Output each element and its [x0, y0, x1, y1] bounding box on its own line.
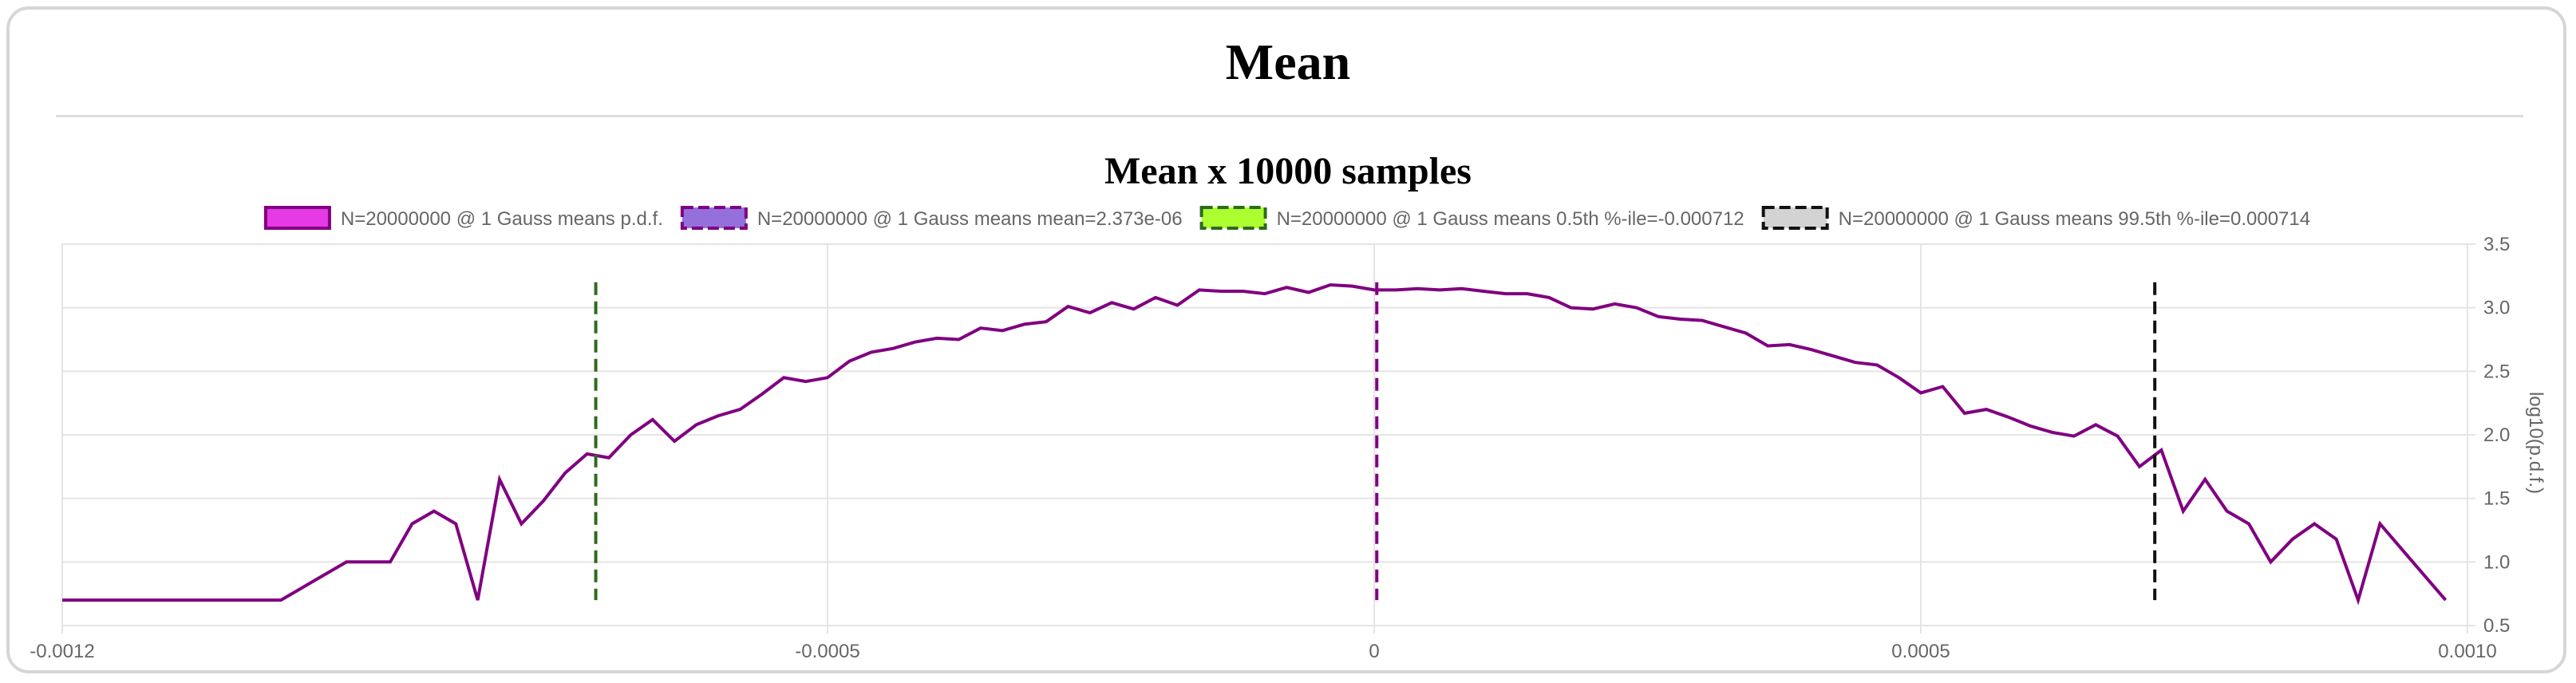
legend-label: N=20000000 @ 1 Gauss means mean=2.373e-0…: [757, 208, 1183, 230]
series: [62, 282, 2448, 606]
divider: [56, 115, 2523, 117]
legend-label: N=20000000 @ 1 Gauss means p.d.f.: [341, 208, 663, 230]
y-tick-label: 3.0: [2483, 298, 2510, 319]
grid: [61, 243, 2475, 634]
legend-swatch: [680, 206, 748, 230]
legend-swatch: [1761, 206, 1829, 230]
legend-swatch: [1199, 206, 1267, 230]
legend: N=20000000 @ 1 Gauss means p.d.f. N=20000…: [263, 206, 2310, 230]
x-tick-label: -0.0012: [30, 641, 94, 662]
y-tick-label: 2.0: [2483, 424, 2510, 446]
x-tick-label: 0.0010: [2438, 641, 2496, 662]
y-tick-label: 1.5: [2483, 488, 2510, 510]
y-axis-label: log10(p.d.f.): [2525, 392, 2546, 494]
y-tick-label: 3.5: [2483, 234, 2510, 255]
y-tick-label: 1.0: [2483, 551, 2510, 573]
y-tick-label: 0.5: [2483, 615, 2510, 637]
legend-label: N=20000000 @ 1 Gauss means 99.5th %-ile=…: [1839, 208, 2310, 230]
x-axis: -0.0012 -0.0005 0 0.0005 0.0010: [30, 641, 2496, 662]
page-title: Mean: [1225, 34, 1351, 90]
series-line-pdf: [62, 282, 2448, 606]
y-axis: 0.5 1.0 1.5 2.0 2.5 3.0 3.5: [2483, 234, 2510, 637]
x-tick-label: -0.0005: [795, 641, 859, 662]
legend-swatch: [263, 206, 331, 230]
x-tick-label: 0: [1369, 641, 1379, 662]
chart-title: Mean x 10000 samples: [1104, 150, 1472, 192]
y-tick-label: 2.5: [2483, 361, 2510, 382]
x-tick-label: 0.0005: [1891, 641, 1950, 662]
legend-label: N=20000000 @ 1 Gauss means 0.5th %-ile=-…: [1277, 208, 1744, 230]
